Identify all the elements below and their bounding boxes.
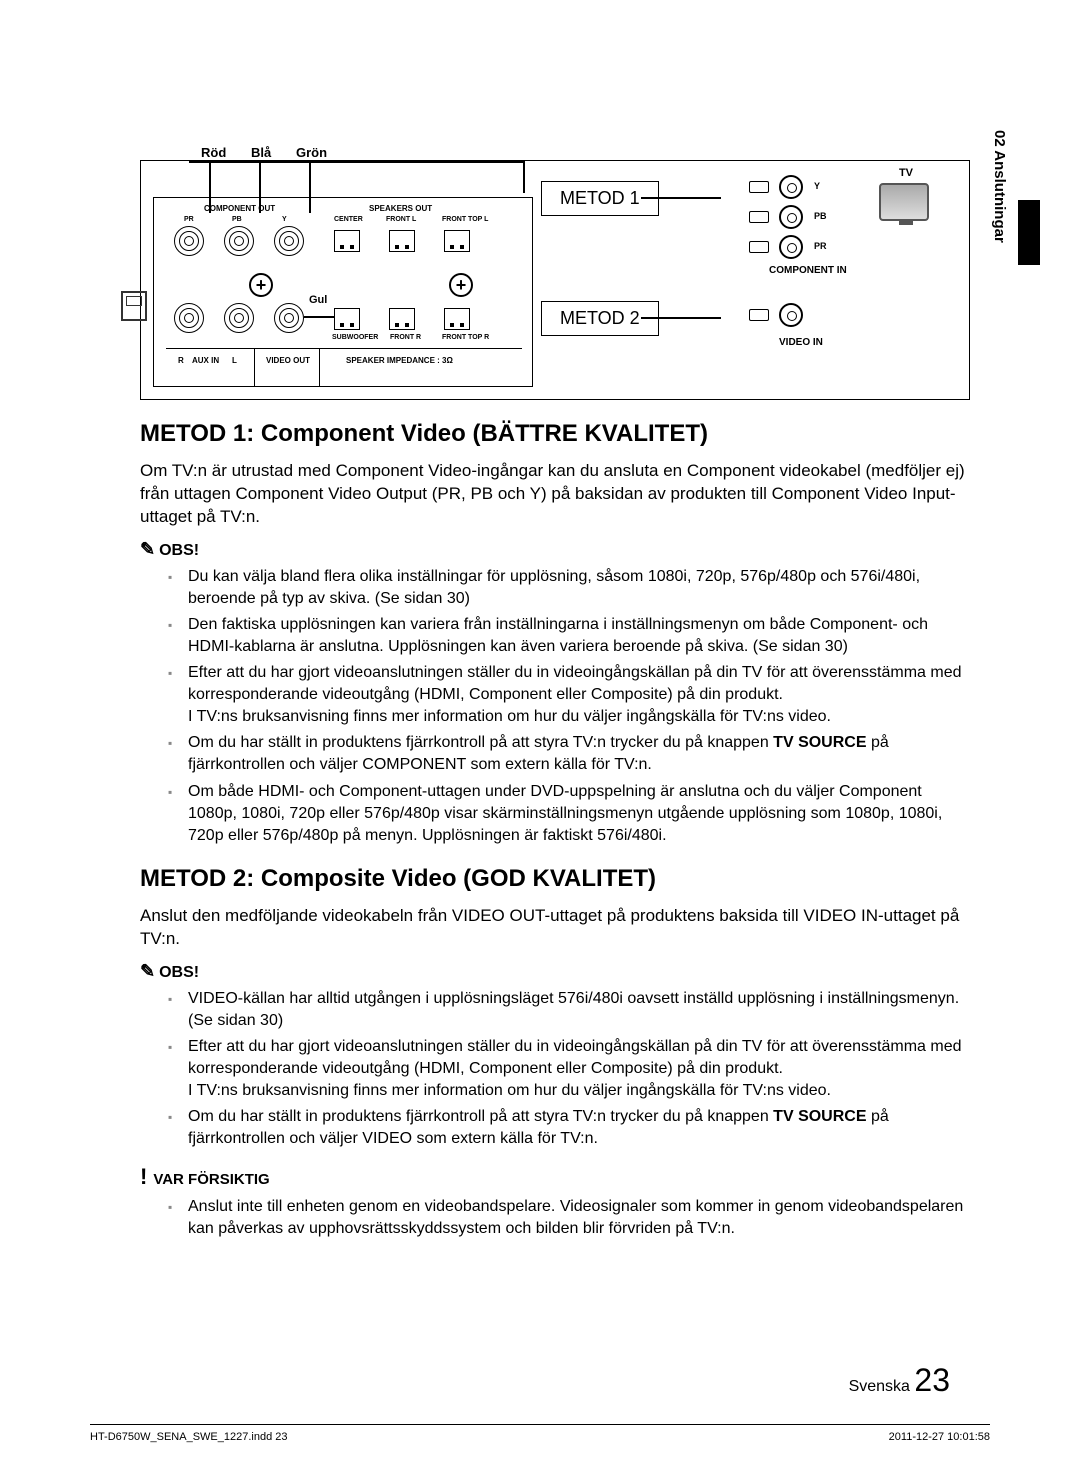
note-item: Om du har ställt in produktens fjärrkont… bbox=[188, 1106, 970, 1150]
caution-header: ! VAR FÖRSIKTIG bbox=[140, 1164, 970, 1190]
note-item: Den faktiska upplösningen kan variera fr… bbox=[188, 614, 970, 658]
jack bbox=[174, 303, 204, 333]
label-subwoofer: SUBWOOFER bbox=[332, 334, 378, 341]
obs-label: OBS! bbox=[159, 542, 199, 559]
terminal bbox=[444, 230, 470, 252]
para-method1: Om TV:n är utrustad med Component Video-… bbox=[140, 460, 970, 529]
label-pb-in: PB bbox=[814, 211, 827, 221]
note-item: Om du har ställt in produktens fjärrkont… bbox=[188, 732, 970, 776]
caution-list: Anslut inte till enheten genom en videob… bbox=[140, 1196, 970, 1240]
notes-list-1: Du kan välja bland flera olika inställni… bbox=[140, 566, 970, 847]
label-component-in: COMPONENT IN bbox=[769, 265, 847, 276]
label-frontl: FRONT L bbox=[386, 216, 416, 223]
plus-icon: + bbox=[449, 273, 473, 297]
jack bbox=[174, 226, 204, 256]
note-item: VIDEO-källan har alltid utgången i upplö… bbox=[188, 988, 970, 1032]
jack bbox=[779, 303, 803, 327]
footer: HT-D6750W_SENA_SWE_1227.indd 23 2011-12-… bbox=[90, 1424, 990, 1443]
plug-icon bbox=[749, 309, 769, 321]
footer-file: HT-D6750W_SENA_SWE_1227.indd 23 bbox=[90, 1431, 288, 1443]
caution-label: VAR FÖRSIKTIG bbox=[153, 1171, 269, 1188]
terminal bbox=[334, 230, 360, 252]
jack bbox=[274, 226, 304, 256]
obs-label: OBS! bbox=[159, 964, 199, 981]
tv-icon bbox=[879, 183, 929, 221]
page-number: Svenska 23 bbox=[849, 1362, 950, 1399]
label-fronttopr: FRONT TOP R bbox=[442, 334, 489, 341]
jack bbox=[779, 205, 803, 229]
note-item: Efter att du har gjort videoanslutningen… bbox=[188, 1036, 970, 1102]
note-item: Anslut inte till enheten genom en videob… bbox=[188, 1196, 970, 1240]
plug-icon bbox=[749, 241, 769, 253]
connection-diagram: Röd Blå Grön METOD 1 METOD 2 COMPONENT O… bbox=[140, 160, 970, 400]
note-item: Du kan välja bland flera olika inställni… bbox=[188, 566, 970, 610]
plug-icon bbox=[749, 211, 769, 223]
label-video-out: VIDEO OUT bbox=[266, 356, 310, 365]
note-icon: ✎ bbox=[140, 539, 155, 559]
label-component-out: COMPONENT OUT bbox=[204, 204, 275, 213]
note-item: Efter att du har gjort videoanslutningen… bbox=[188, 662, 970, 728]
terminal bbox=[334, 308, 360, 330]
jack bbox=[224, 226, 254, 256]
page-lang: Svenska bbox=[849, 1378, 910, 1395]
label-blue: Blå bbox=[251, 145, 271, 160]
label-aux-r: R bbox=[178, 356, 184, 365]
label-center: CENTER bbox=[334, 216, 363, 223]
hdmi-port-icon bbox=[121, 291, 147, 321]
heading-method2: METOD 2: Composite Video (GOD KVALITET) bbox=[140, 865, 970, 893]
label-aux-l: L bbox=[232, 356, 237, 365]
label-speaker-imp: SPEAKER IMPEDANCE : 3Ω bbox=[346, 356, 453, 365]
terminal bbox=[389, 230, 415, 252]
caution-icon: ! bbox=[140, 1164, 147, 1189]
jack bbox=[779, 175, 803, 199]
jack bbox=[274, 303, 304, 333]
label-y-in: Y bbox=[814, 181, 820, 191]
plus-icon: + bbox=[249, 273, 273, 297]
note-icon: ✎ bbox=[140, 961, 155, 981]
label-gul: Gul bbox=[309, 294, 327, 306]
label-aux-in: AUX IN bbox=[192, 356, 219, 365]
note-item: Om både HDMI- och Component-uttagen unde… bbox=[188, 781, 970, 847]
jack bbox=[224, 303, 254, 333]
label-green: Grön bbox=[296, 145, 327, 160]
obs-header-2: ✎OBS! bbox=[140, 961, 970, 982]
para-method2: Anslut den medföljande videokabeln från … bbox=[140, 905, 970, 951]
terminal bbox=[389, 308, 415, 330]
label-frontr: FRONT R bbox=[390, 334, 421, 341]
label-pb: PB bbox=[232, 216, 242, 223]
label-y: Y bbox=[282, 216, 287, 223]
label-red: Röd bbox=[201, 145, 226, 160]
obs-header-1: ✎OBS! bbox=[140, 539, 970, 560]
plug-icon bbox=[749, 181, 769, 193]
footer-timestamp: 2011-12-27 10:01:58 bbox=[889, 1431, 990, 1443]
terminal bbox=[444, 308, 470, 330]
label-video-in: VIDEO IN bbox=[779, 337, 823, 348]
label-pr-in: PR bbox=[814, 241, 827, 251]
page-num: 23 bbox=[914, 1362, 950, 1398]
notes-list-2: VIDEO-källan har alltid utgången i upplö… bbox=[140, 988, 970, 1151]
label-tv: TV bbox=[899, 167, 913, 179]
jack bbox=[779, 235, 803, 259]
label-fronttopl: FRONT TOP L bbox=[442, 216, 488, 223]
label-speakers-out: SPEAKERS OUT bbox=[369, 204, 432, 213]
label-pr: PR bbox=[184, 216, 194, 223]
heading-method1: METOD 1: Component Video (BÄTTRE KVALITE… bbox=[140, 420, 970, 448]
